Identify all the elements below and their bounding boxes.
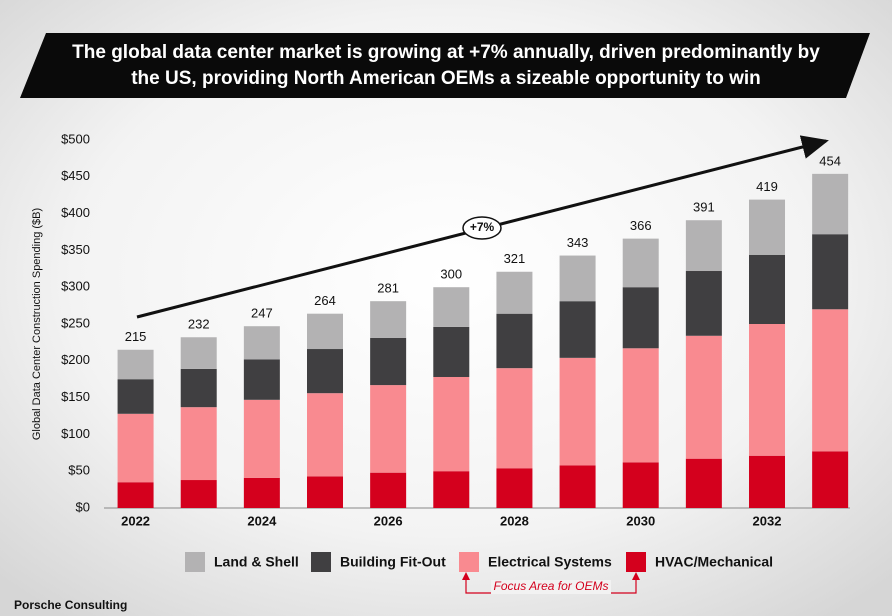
bar-segment [117,413,154,483]
total-label: 232 [188,317,210,332]
bar-segment [307,476,344,508]
bar-segment [559,465,596,508]
bar-segment [307,393,344,477]
bar-segment [180,337,217,369]
focus-label: Focus Area for OEMs [494,579,609,593]
total-label: 321 [504,251,526,266]
bar-segment [433,471,470,508]
bar-segment [243,326,280,360]
bar-segment [370,301,407,338]
bar-segment [622,287,659,349]
bar-segment [496,468,533,508]
bar-segment [622,348,659,463]
legend-swatch [459,552,479,572]
total-label: 281 [377,281,399,296]
bar-segment [749,254,786,324]
bar-segment [496,271,533,314]
legend-swatch [185,552,205,572]
bar-segment [433,376,470,472]
legend-label: Building Fit-Out [340,554,446,570]
legend-label: HVAC/Mechanical [655,554,773,570]
bar-segment [559,255,596,302]
total-label: 247 [251,306,273,321]
bar-segment [812,234,849,310]
y-tick-label: $150 [61,389,90,404]
bar-segment [496,368,533,469]
bar-segment [433,326,470,377]
chart-title: The global data center market is growing… [72,42,820,89]
bar-segment [117,379,154,414]
bar-segment [812,451,849,508]
bar-segment [685,271,722,336]
total-label: 215 [125,329,147,344]
bar-segment [243,477,280,508]
legend-label: Land & Shell [214,554,299,570]
bar-segment [812,173,849,235]
bar-segment [117,349,154,380]
bar-segment [370,385,407,473]
source: Porsche Consulting [14,598,127,612]
bar-segment [559,357,596,466]
total-label: 454 [819,153,841,168]
y-tick-label: $500 [61,131,90,146]
y-tick-label: $350 [61,242,90,257]
bar-segment [559,301,596,358]
x-tick-label: 2022 [121,513,150,528]
y-tick-label: $400 [61,205,90,220]
total-label: 391 [693,200,715,215]
y-tick-label: $50 [68,463,90,478]
x-tick-label: 2032 [753,513,782,528]
y-tick-label: $450 [61,168,90,183]
bar-segment [622,238,659,288]
y-tick-label: $200 [61,352,90,367]
bar-segment [685,458,722,508]
x-tick-label: 2024 [247,513,277,528]
y-tick-label: $100 [61,426,90,441]
growth-label: +7% [470,220,495,234]
total-label: 343 [567,235,589,250]
total-label: 419 [756,179,778,194]
bar-segment [180,368,217,408]
title-box: The global data center market is growing… [72,42,820,89]
title-banner [20,33,870,98]
total-label: 264 [314,293,336,308]
y-tick-label: $300 [61,279,90,294]
bar-segment [749,199,786,255]
bar-segment [307,349,344,394]
bar-segment [370,337,407,386]
bar-segment [749,324,786,456]
bar-segment [622,462,659,508]
bar-segment [180,407,217,481]
bar-segment [685,220,722,272]
legend-label: Electrical Systems [488,554,612,570]
legend-swatch [626,552,646,572]
growth-badge [462,216,502,240]
x-tick-label: 2028 [500,513,529,528]
bar-segment [117,482,154,508]
bar-segment [243,399,280,478]
x-tick-label: 2026 [374,513,403,528]
bar-segment [749,455,786,508]
bar-segment [433,287,470,327]
total-label: 300 [440,267,462,282]
bar-segment [180,480,217,508]
y-tick-label: $250 [61,315,90,330]
y-tick-label: $0 [76,499,90,514]
bar-segment [243,359,280,400]
focus-label-bg [491,580,611,594]
bar-segment [307,313,344,350]
total-label: 366 [630,218,652,233]
x-tick-label: 2030 [626,513,655,528]
bar-segment [685,335,722,459]
legend-swatch [311,552,331,572]
y-axis-label: Global Data Center Construction Spending… [31,208,43,440]
bar-segment [496,313,533,369]
bar-segment [370,472,407,508]
bar-segment [812,309,849,452]
